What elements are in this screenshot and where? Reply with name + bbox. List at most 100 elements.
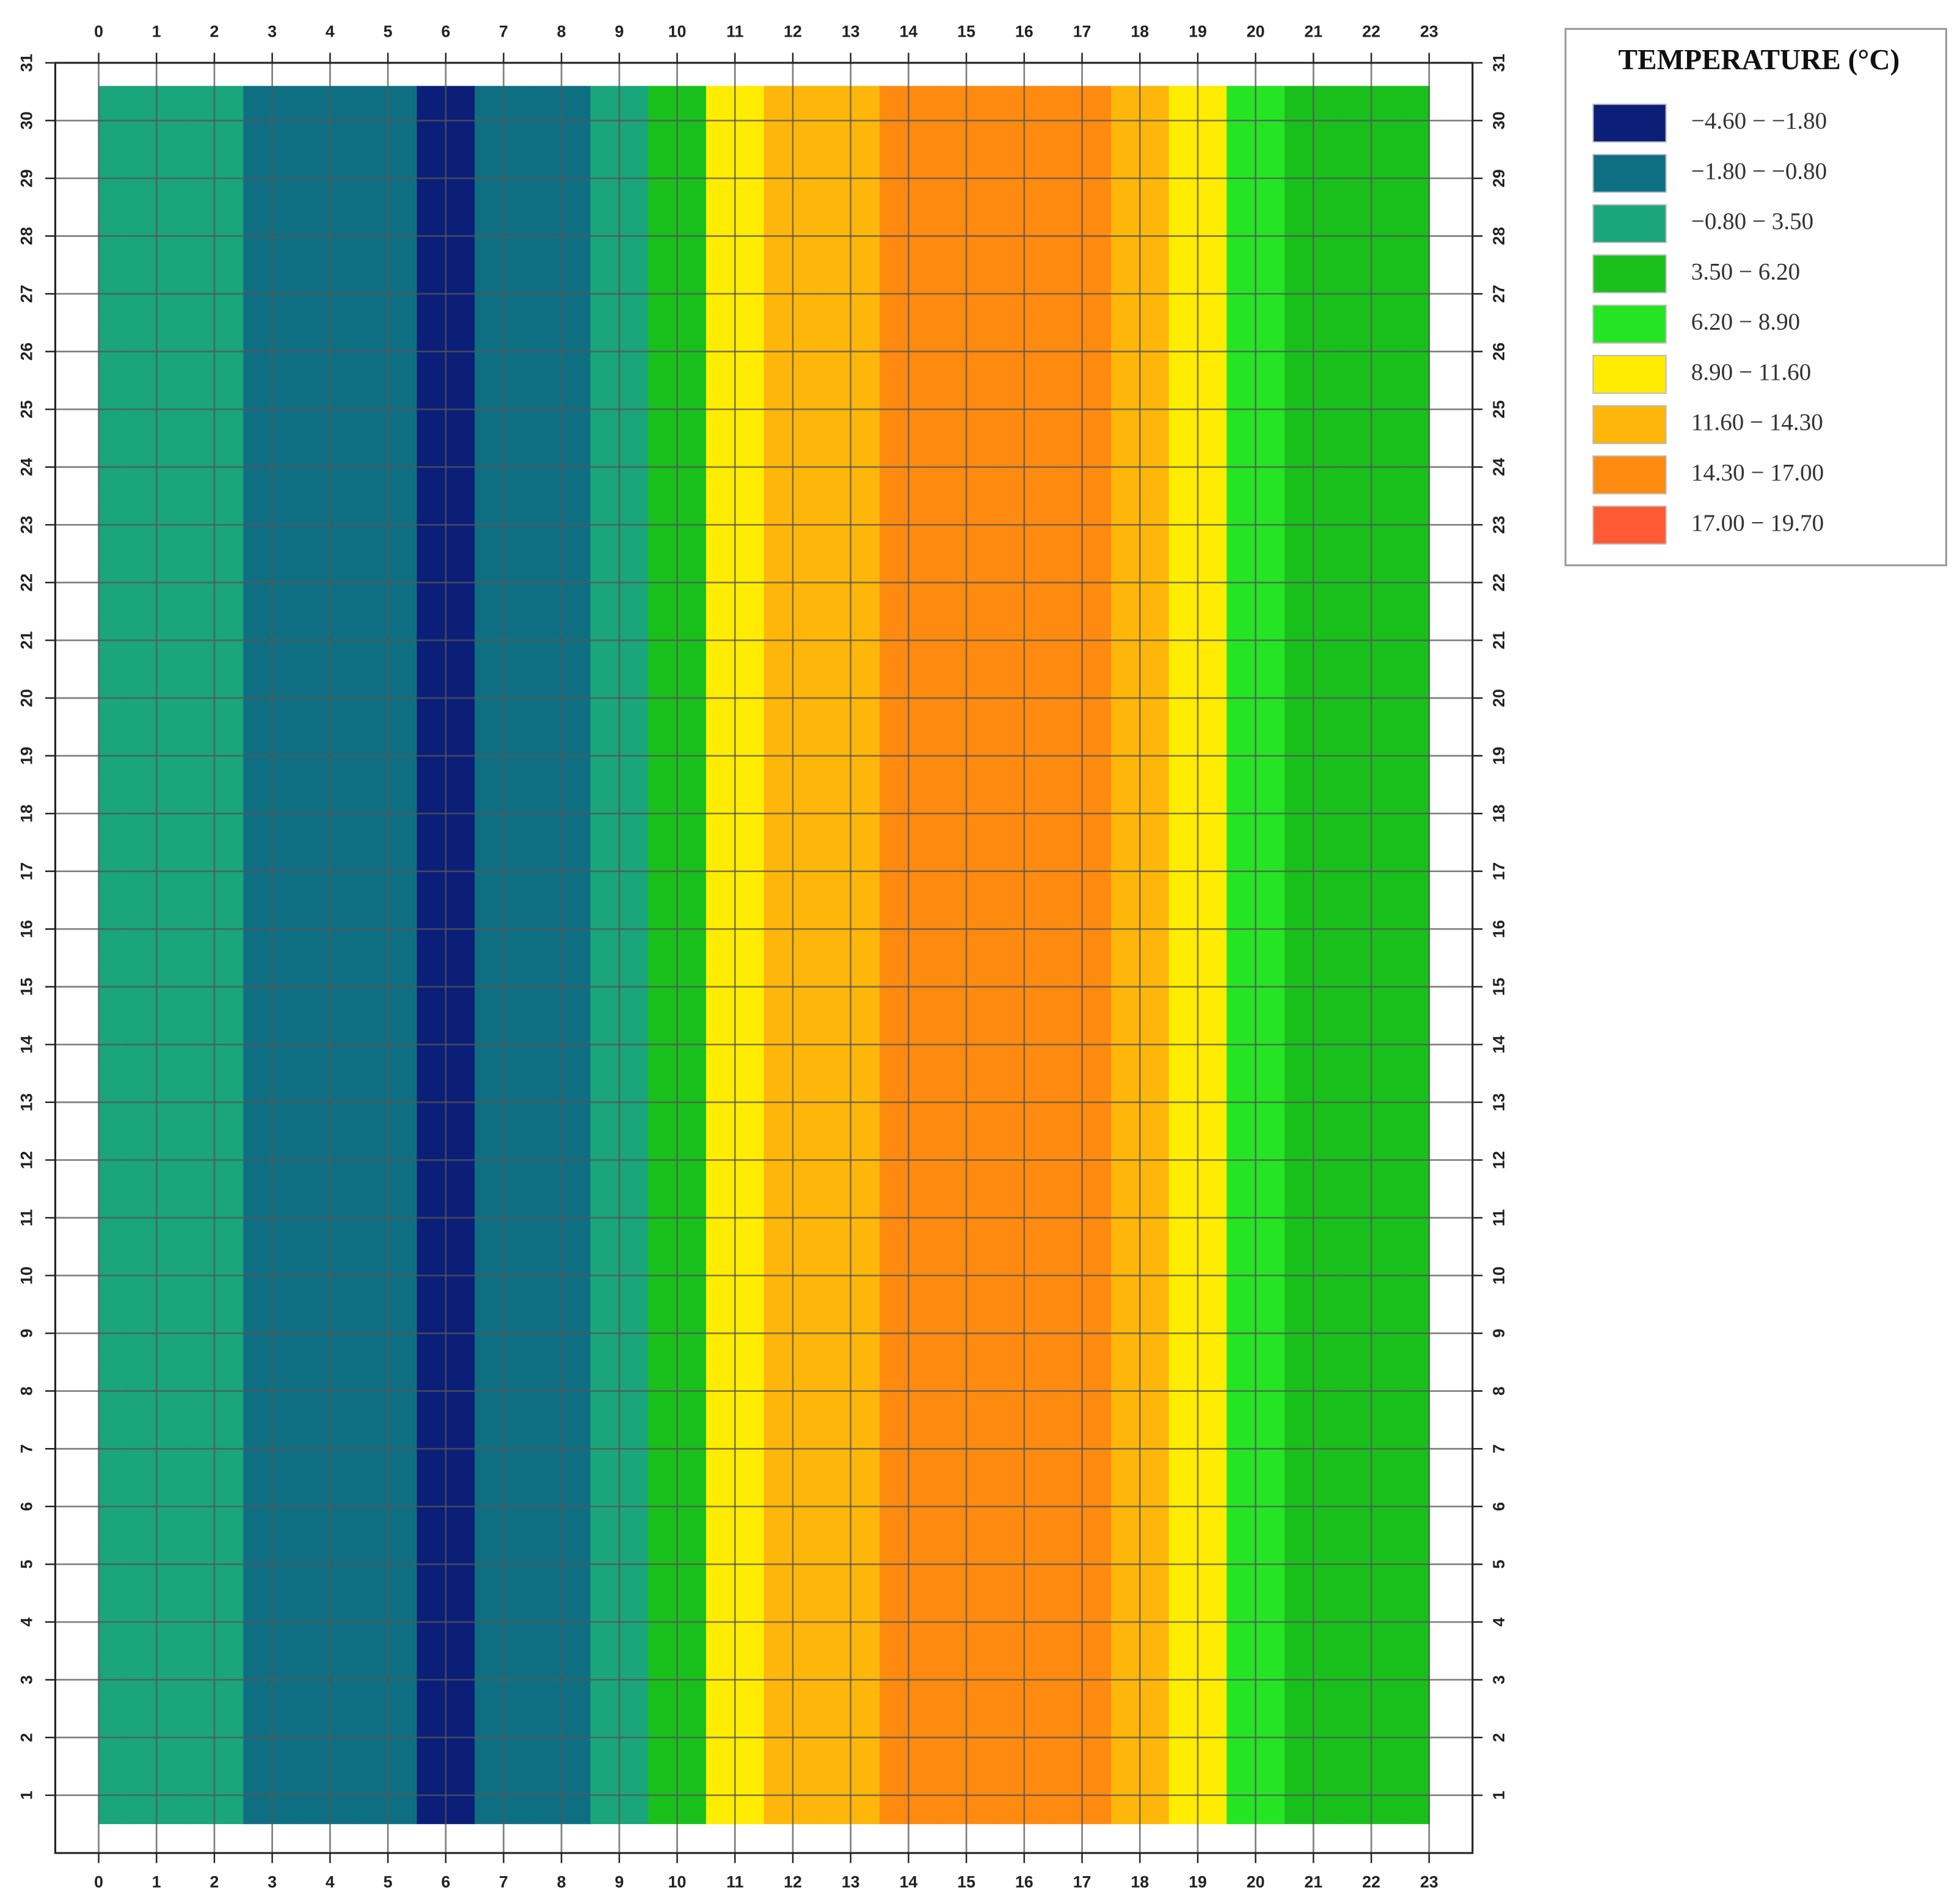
legend-swatch — [1592, 304, 1667, 344]
x-tick-label: 11 — [726, 23, 743, 41]
y-tick-label: 23 — [17, 515, 35, 534]
x-tick-label: 5 — [384, 23, 393, 41]
y-tick-label: 21 — [1490, 631, 1508, 649]
temperature-strip — [1400, 86, 1430, 1824]
x-tick-label: 14 — [900, 23, 918, 41]
x-tick-label: 8 — [557, 23, 566, 41]
y-tick-label: 13 — [1490, 1093, 1508, 1112]
y-tick-label: 21 — [17, 631, 35, 649]
x-tick-label: 14 — [900, 1873, 918, 1891]
temperature-strip — [98, 86, 129, 1824]
x-tick-label: 17 — [1073, 1873, 1091, 1891]
y-tick-label: 17 — [1490, 862, 1508, 881]
y-tick-label: 16 — [1490, 920, 1508, 938]
y-tick-label: 7 — [17, 1444, 35, 1454]
x-tick-label: 20 — [1247, 1873, 1265, 1891]
y-tick-label: 18 — [1490, 804, 1508, 823]
x-tick-label: 15 — [957, 1873, 975, 1891]
y-tick-label: 4 — [17, 1617, 35, 1626]
y-tick-label: 8 — [17, 1386, 35, 1395]
y-tick-label: 15 — [17, 978, 35, 996]
y-tick-label: 24 — [17, 458, 35, 476]
y-tick-label: 26 — [1490, 343, 1508, 361]
y-tick-label: 11 — [17, 1209, 35, 1226]
y-tick-label: 31 — [17, 54, 35, 72]
x-tick-label: 8 — [557, 1873, 566, 1891]
y-tick-label: 9 — [1490, 1329, 1508, 1338]
x-tick-label: 16 — [1015, 23, 1033, 41]
y-tick-label: 9 — [17, 1329, 35, 1338]
legend-swatch — [1592, 505, 1667, 545]
y-tick-label: 27 — [1490, 285, 1508, 303]
legend-title: TEMPERATURE (°C) — [1618, 45, 1900, 76]
legend-label: 11.60 − 14.30 — [1691, 409, 1823, 435]
x-tick-label: 0 — [94, 23, 103, 41]
y-tick-label: 2 — [17, 1733, 35, 1742]
x-tick-label: 0 — [94, 1873, 103, 1891]
y-tick-label: 7 — [1490, 1444, 1508, 1454]
legend-swatch — [1592, 153, 1667, 193]
x-tick-label: 22 — [1362, 23, 1380, 41]
legend-swatch — [1592, 254, 1667, 294]
y-tick-label: 17 — [17, 862, 35, 881]
x-tick-label: 6 — [441, 1873, 450, 1891]
y-tick-label: 5 — [17, 1560, 35, 1569]
x-tick-label: 21 — [1305, 23, 1323, 41]
x-tick-label: 4 — [326, 1873, 335, 1891]
y-tick-label: 4 — [1490, 1617, 1508, 1626]
x-tick-label: 7 — [499, 1873, 508, 1891]
x-tick-label: 15 — [957, 23, 975, 41]
y-tick-label: 20 — [17, 689, 35, 707]
legend-label: 14.30 − 17.00 — [1691, 460, 1824, 486]
y-tick-label: 6 — [17, 1502, 35, 1511]
x-tick-label: 2 — [210, 1873, 219, 1891]
x-tick-label: 3 — [268, 1873, 277, 1891]
x-tick-label: 12 — [784, 1873, 802, 1891]
y-tick-label: 30 — [1490, 112, 1508, 130]
legend-swatch — [1592, 455, 1667, 495]
legend-label: −1.80 − −0.80 — [1691, 158, 1827, 184]
legend-label: 6.20 − 8.90 — [1691, 309, 1800, 335]
legend-label: 17.00 − 19.70 — [1691, 510, 1824, 536]
y-tick-label: 12 — [17, 1151, 35, 1170]
y-tick-label: 23 — [1490, 515, 1508, 534]
y-tick-label: 2 — [1490, 1733, 1508, 1742]
x-tick-label: 23 — [1420, 1873, 1438, 1891]
y-tick-label: 22 — [17, 573, 35, 592]
x-tick-label: 9 — [614, 23, 624, 41]
y-tick-label: 10 — [17, 1267, 35, 1285]
y-tick-label: 13 — [17, 1093, 35, 1112]
y-tick-label: 11 — [1490, 1209, 1508, 1226]
x-tick-label: 19 — [1189, 23, 1207, 41]
legend-swatch — [1592, 103, 1667, 143]
y-tick-label: 16 — [17, 920, 35, 938]
y-tick-label: 28 — [1490, 227, 1508, 246]
y-tick-label: 20 — [1490, 689, 1508, 707]
y-tick-label: 27 — [17, 285, 35, 303]
y-tick-label: 24 — [1490, 458, 1508, 476]
y-tick-label: 31 — [1490, 54, 1508, 72]
y-tick-label: 28 — [17, 227, 35, 246]
y-tick-label: 12 — [1490, 1151, 1508, 1170]
legend-swatch — [1592, 204, 1667, 244]
y-tick-label: 6 — [1490, 1502, 1508, 1511]
x-tick-label: 6 — [441, 23, 450, 41]
x-tick-label: 2 — [210, 23, 219, 41]
y-tick-label: 25 — [1490, 400, 1508, 418]
x-tick-label: 13 — [842, 1873, 860, 1891]
y-tick-label: 18 — [17, 804, 35, 823]
y-tick-label: 29 — [1490, 169, 1508, 187]
legend-swatch — [1592, 405, 1667, 445]
x-tick-label: 10 — [668, 1873, 687, 1891]
x-tick-label: 4 — [326, 23, 335, 41]
y-tick-label: 3 — [1490, 1675, 1508, 1684]
y-tick-label: 22 — [1490, 573, 1508, 592]
y-tick-label: 3 — [17, 1675, 35, 1684]
x-tick-label: 20 — [1247, 23, 1265, 41]
y-tick-label: 19 — [17, 747, 35, 765]
y-tick-label: 14 — [17, 1035, 35, 1053]
x-tick-label: 22 — [1362, 1873, 1380, 1891]
y-tick-label: 29 — [17, 169, 35, 187]
